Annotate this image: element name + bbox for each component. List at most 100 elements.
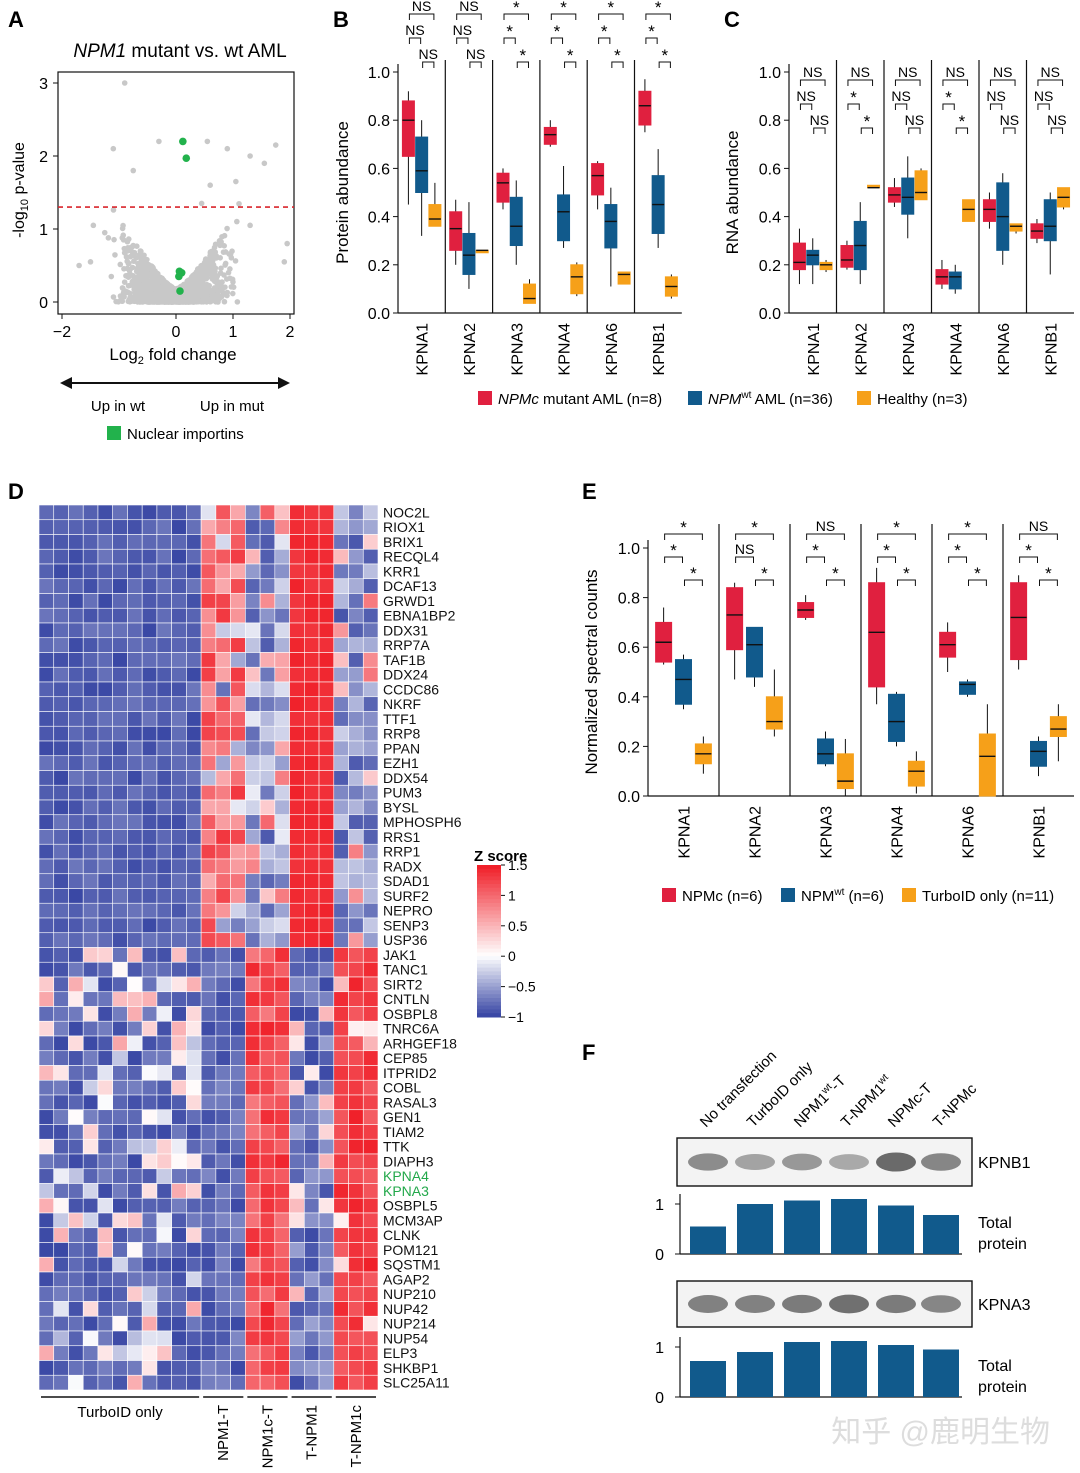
heatmap-cell: [245, 799, 261, 816]
heatmap-cell: [304, 652, 320, 668]
heatmap-cell: [362, 961, 379, 978]
gene-label: USP36: [383, 932, 428, 948]
heatmap-cell: [97, 1212, 113, 1229]
heatmap-cell: [186, 784, 202, 801]
volcano-point-grey: [139, 297, 146, 303]
heatmap-cell: [348, 666, 364, 683]
heatmap-cell: [156, 725, 172, 742]
heatmap-cell: [38, 1374, 55, 1391]
heatmap-cell: [68, 504, 84, 521]
heatmap-cell: [53, 1138, 69, 1155]
heatmap-cell: [259, 799, 276, 816]
heatmap-cell: [97, 784, 113, 801]
heatmap-cell: [259, 563, 276, 580]
y-tick-label: 0.8: [368, 113, 390, 130]
heatmap-cell: [68, 1301, 84, 1317]
heatmap-cell: [112, 563, 128, 580]
heatmap-cell: [156, 1020, 172, 1037]
heatmap-cell: [259, 681, 276, 698]
heatmap-cell: [38, 1183, 55, 1199]
heatmap-cell: [230, 1153, 246, 1170]
significance-bracket: [847, 103, 860, 110]
heatmap-cell: [112, 1242, 128, 1258]
kpna3-blot-band: [735, 1295, 775, 1313]
heatmap-cell: [333, 725, 349, 742]
heatmap-cell: [289, 519, 305, 535]
heatmap-cell: [68, 519, 84, 535]
heatmap-cell: [230, 725, 246, 742]
heatmap-cell: [127, 1065, 143, 1081]
heatmap-cell: [68, 1050, 84, 1066]
heatmap-cell: [112, 770, 128, 786]
heatmap-cell: [230, 1124, 246, 1140]
heatmap-cell: [230, 681, 246, 698]
heatmap-cell: [82, 888, 99, 904]
heatmap-cell: [38, 1345, 55, 1361]
heatmap-cell: [82, 961, 99, 978]
heatmap-cell: [259, 1315, 276, 1332]
heatmap-cell: [141, 1374, 158, 1391]
heatmap-cell: [112, 1094, 128, 1111]
group-label: NPM1c-T: [259, 1405, 276, 1468]
heatmap-cell: [97, 770, 113, 786]
up-in-wt-label: Up in wt: [91, 398, 146, 415]
heatmap-cell: [186, 578, 202, 594]
gene-label: BRIX1: [383, 534, 424, 550]
heatmap-cell: [68, 1330, 84, 1347]
heatmap-cell: [215, 563, 231, 580]
heatmap-cell: [156, 814, 172, 830]
heatmap-cell: [200, 578, 217, 594]
heatmap-cell: [259, 1197, 276, 1214]
gene-label: EBNA1BP2: [383, 608, 456, 624]
heatmap-cell: [82, 1256, 99, 1273]
heatmap-cell: [215, 947, 231, 963]
heatmap-cell: [274, 1094, 290, 1111]
significance-label: NS: [986, 88, 1005, 104]
heatmap-cell: [362, 504, 379, 521]
heatmap-cell: [304, 622, 320, 639]
box-iqr: [428, 204, 442, 227]
heatmap-cell: [259, 1109, 276, 1125]
heatmap-cell: [186, 873, 202, 889]
heatmap-cell: [112, 1271, 128, 1288]
heatmap-cell: [127, 548, 143, 565]
heatmap-cell: [82, 917, 99, 934]
heatmap-cell: [53, 770, 69, 786]
heatmap-cell: [171, 666, 187, 683]
color-scale-step: [477, 986, 501, 991]
significance-label: *: [648, 22, 655, 41]
heatmap-cell: [200, 1315, 217, 1332]
y-axis-label: Protein abundance: [333, 121, 352, 264]
heatmap-cell: [97, 947, 113, 963]
heatmap-cell: [200, 1227, 217, 1243]
heatmap-cell: [97, 829, 113, 845]
heatmap-cell: [112, 622, 128, 639]
color-scale-step: [477, 925, 501, 931]
heatmap-cell: [112, 1138, 128, 1155]
group-label: TurboID only: [77, 1404, 163, 1421]
heatmap-cell: [186, 888, 202, 904]
heatmap-cell: [230, 740, 246, 757]
volcano-point-grey: [125, 272, 131, 279]
heatmap-cell: [318, 1360, 335, 1376]
heatmap-cell: [68, 637, 84, 653]
significance-bracket: [664, 556, 683, 563]
heatmap-cell: [53, 1109, 69, 1125]
gene-label: CCDC86: [383, 681, 439, 697]
heatmap-cell: [318, 1242, 335, 1258]
gene-label: JAK1: [383, 947, 417, 963]
heatmap-cell: [289, 1212, 305, 1229]
volcano-point-grey: [224, 225, 230, 232]
heatmap-cell: [348, 1153, 364, 1170]
heatmap-cell: [259, 888, 276, 904]
heatmap-cell: [318, 1345, 335, 1361]
heatmap-cell: [141, 1035, 158, 1052]
heatmap-cell: [318, 1301, 335, 1317]
heatmap-cell: [245, 681, 261, 698]
heatmap-cell: [318, 652, 335, 668]
heatmap-cell: [97, 696, 113, 712]
heatmap-cell: [348, 829, 364, 845]
heatmap-cell: [333, 1124, 349, 1140]
heatmap-cell: [141, 888, 158, 904]
heatmap-cell: [289, 1374, 305, 1391]
